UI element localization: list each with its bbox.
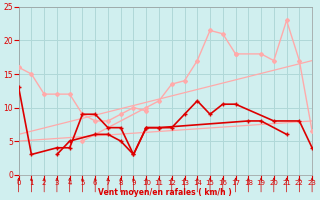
X-axis label: Vent moyen/en rafales ( km/h ): Vent moyen/en rafales ( km/h ): [99, 188, 232, 197]
